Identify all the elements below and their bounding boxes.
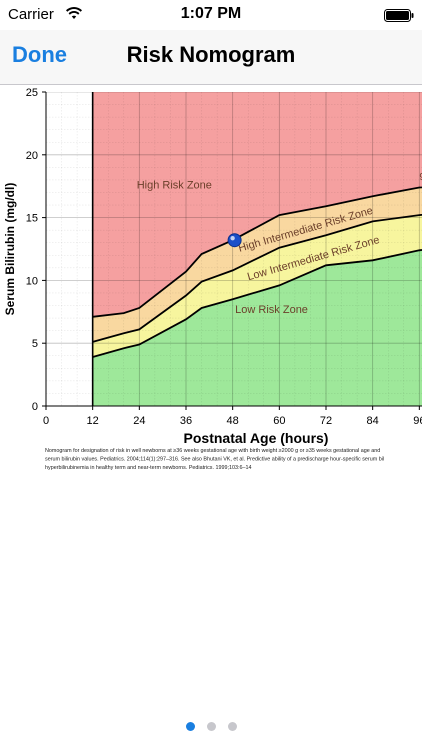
footnote-line: hyperbilirubinemia in healthy term and n…	[45, 465, 251, 471]
high-risk-zone-label: High Risk Zone	[137, 180, 212, 192]
x-tick-label: 96	[413, 415, 422, 427]
clock: 1:07 PM	[180, 5, 242, 22]
pre-curve-region	[46, 92, 93, 406]
y-tick-label: 20	[26, 150, 38, 162]
x-tick-label: 36	[180, 415, 192, 427]
y-tick-label: 15	[26, 213, 38, 225]
percentile-95-label: 95 th%	[419, 172, 422, 183]
y-axis-title: Serum Bilirubin (mg/dl)	[3, 183, 17, 316]
y-tick-label: 5	[32, 338, 38, 350]
status-bar: Carrier 1:07 PM	[0, 0, 422, 30]
x-tick-label: 0	[43, 415, 49, 427]
wifi-icon	[66, 7, 82, 19]
page-dot[interactable]	[185, 722, 195, 731]
low-risk-zone	[92, 249, 422, 406]
high-risk-zone	[92, 92, 422, 317]
footnote-line: serum bilirubin values. Pediatrics. 2004…	[45, 457, 384, 463]
y-tick-label: 0	[32, 401, 38, 413]
y-tick-label: 25	[26, 87, 38, 99]
x-tick-label: 48	[227, 415, 239, 427]
footnote-line: Nomogram for designation of risk in well…	[45, 448, 380, 454]
x-tick-label: 24	[133, 415, 145, 427]
page-dot[interactable]	[206, 722, 216, 731]
patient-data-point-highlight	[230, 236, 235, 241]
patient-data-point	[227, 233, 242, 248]
low-intermediate-risk-zone	[92, 214, 422, 357]
page-title: Risk Nomogram	[126, 42, 296, 67]
y-tick-label: 10	[26, 275, 38, 287]
x-tick-label: 60	[273, 415, 285, 427]
risk-nomogram-chart: 012243648607284961080510152025 Postnatal…	[3, 87, 422, 471]
x-tick-label: 84	[367, 415, 379, 427]
navigation-bar: Done Risk Nomogram	[0, 30, 422, 85]
percentile-line-3	[92, 249, 422, 358]
percentile-line-2	[92, 213, 422, 343]
page-indicator[interactable]	[0, 718, 422, 732]
carrier-label: Carrier	[8, 6, 54, 23]
page-dot[interactable]	[227, 722, 237, 731]
done-button[interactable]: Done	[12, 42, 67, 67]
x-tick-label: 72	[320, 415, 332, 427]
x-axis-title: Postnatal Age (hours)	[184, 430, 329, 446]
battery-icon	[384, 9, 414, 22]
x-tick-label: 12	[87, 415, 99, 427]
low-risk-zone-label: Low Risk Zone	[235, 304, 308, 316]
